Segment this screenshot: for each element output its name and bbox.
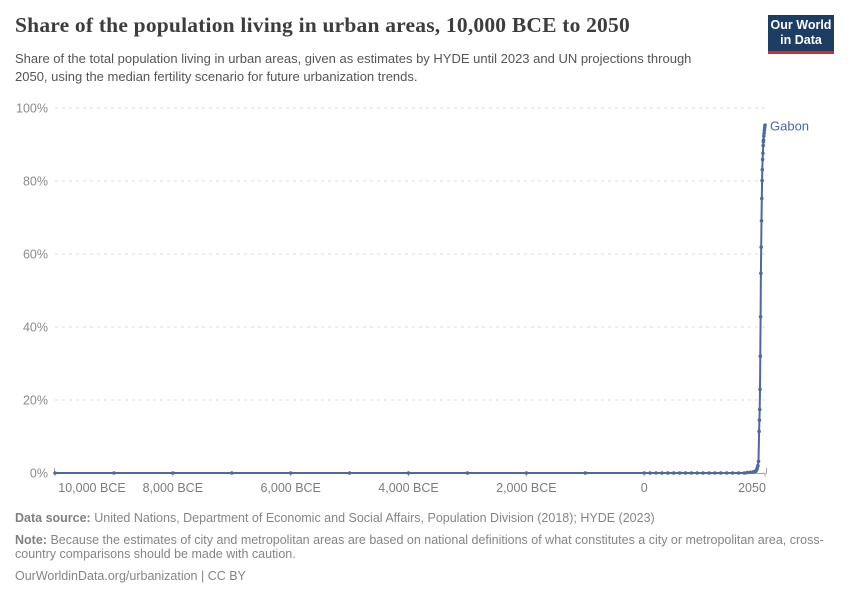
y-axis-tick-label: 100% (16, 102, 48, 116)
y-axis-tick-label: 0% (30, 467, 48, 481)
data-point-marker[interactable] (707, 471, 711, 475)
data-point-marker[interactable] (524, 471, 529, 475)
data-point-marker[interactable] (758, 315, 763, 319)
x-axis-tick-label: 2,000 BCE (496, 481, 556, 495)
data-point-marker[interactable] (171, 471, 175, 475)
data-point-marker[interactable] (758, 354, 763, 359)
data-point-marker[interactable] (701, 471, 705, 475)
data-point-marker[interactable] (654, 471, 658, 475)
x-axis-tick-label: 8,000 BCE (143, 481, 203, 495)
data-point-marker[interactable] (660, 471, 664, 475)
data-point-marker[interactable] (719, 471, 723, 475)
note-line: Note: Because the estimates of city and … (15, 533, 837, 562)
owid-logo-line2: in Data (780, 33, 822, 47)
data-point-marker[interactable] (759, 245, 763, 249)
y-axis-tick-label: 20% (23, 394, 48, 408)
data-point-marker[interactable] (742, 471, 747, 475)
x-axis-tick-label: 6,000 BCE (260, 481, 320, 495)
chart-footer: Data source: United Nations, Department … (15, 511, 837, 590)
data-point-marker[interactable] (683, 471, 688, 475)
data-line-gabon[interactable] (54, 124, 766, 474)
data-point-marker[interactable] (761, 143, 765, 148)
data-source-label: Data source: (15, 511, 91, 525)
data-point-marker[interactable] (757, 429, 761, 434)
data-point-marker[interactable] (724, 471, 729, 475)
data-point-marker[interactable] (762, 134, 766, 138)
data-point-marker[interactable] (695, 471, 699, 475)
data-point-marker[interactable] (288, 471, 293, 475)
owid-logo[interactable]: Our World in Data (768, 15, 834, 54)
data-point-marker[interactable] (465, 471, 470, 475)
data-source-text: United Nations, Department of Economic a… (94, 511, 655, 525)
data-point-marker[interactable] (762, 128, 767, 133)
x-axis-tick-label: 4,000 BCE (378, 481, 438, 495)
data-point-marker[interactable] (347, 471, 352, 475)
data-point-marker[interactable] (642, 471, 646, 475)
data-point-marker[interactable] (748, 470, 753, 475)
data-point-marker[interactable] (736, 471, 741, 475)
data-point-marker[interactable] (53, 471, 57, 475)
data-point-marker[interactable] (759, 219, 764, 223)
data-point-marker[interactable] (689, 471, 694, 475)
data-point-marker[interactable] (745, 470, 750, 475)
data-point-marker[interactable] (713, 471, 717, 475)
origin-link[interactable]: OurWorldinData.org/urbanization | CC BY (15, 568, 246, 583)
data-point-marker[interactable] (671, 471, 676, 475)
x-axis-tick-label: 2050 (738, 481, 766, 495)
data-point-marker[interactable] (756, 463, 760, 468)
data-point-marker[interactable] (648, 471, 652, 475)
page-title: Share of the population living in urban … (15, 13, 630, 37)
data-point-marker[interactable] (760, 196, 764, 201)
data-point-marker[interactable] (758, 387, 762, 392)
data-point-marker[interactable] (677, 471, 682, 475)
data-point-marker[interactable] (406, 471, 411, 475)
data-point-marker[interactable] (757, 407, 762, 412)
x-axis-tick-label: 10,000 BCE (58, 481, 125, 495)
data-point-marker[interactable] (112, 471, 116, 475)
data-point-marker[interactable] (763, 123, 767, 127)
data-point-marker[interactable] (583, 471, 588, 475)
chart-subtitle: Share of the total population living in … (15, 51, 692, 84)
data-point-marker[interactable] (760, 157, 765, 162)
note-label: Note: (15, 532, 47, 547)
data-point-marker[interactable] (761, 151, 765, 156)
owid-logo-line1: Our World (770, 18, 832, 32)
data-point-marker[interactable] (730, 471, 735, 475)
y-axis-tick-label: 60% (23, 248, 48, 262)
data-point-marker[interactable] (756, 459, 761, 464)
data-point-marker[interactable] (761, 138, 766, 142)
data-point-marker[interactable] (759, 271, 763, 276)
data-source-line: Data source: United Nations, Department … (15, 511, 837, 526)
y-axis-tick-label: 80% (23, 175, 48, 189)
data-point-marker[interactable] (230, 471, 234, 475)
data-point-marker[interactable] (760, 167, 765, 172)
entity-label-gabon[interactable]: Gabon (770, 119, 809, 134)
data-point-marker[interactable] (757, 418, 762, 422)
x-axis-tick-label: 0 (641, 481, 648, 495)
data-point-marker[interactable] (666, 471, 670, 475)
y-axis-tick-label: 40% (23, 321, 48, 335)
data-point-marker[interactable] (760, 178, 764, 183)
note-text: Because the estimates of city and metrop… (15, 532, 824, 562)
data-point-marker[interactable] (762, 131, 766, 135)
